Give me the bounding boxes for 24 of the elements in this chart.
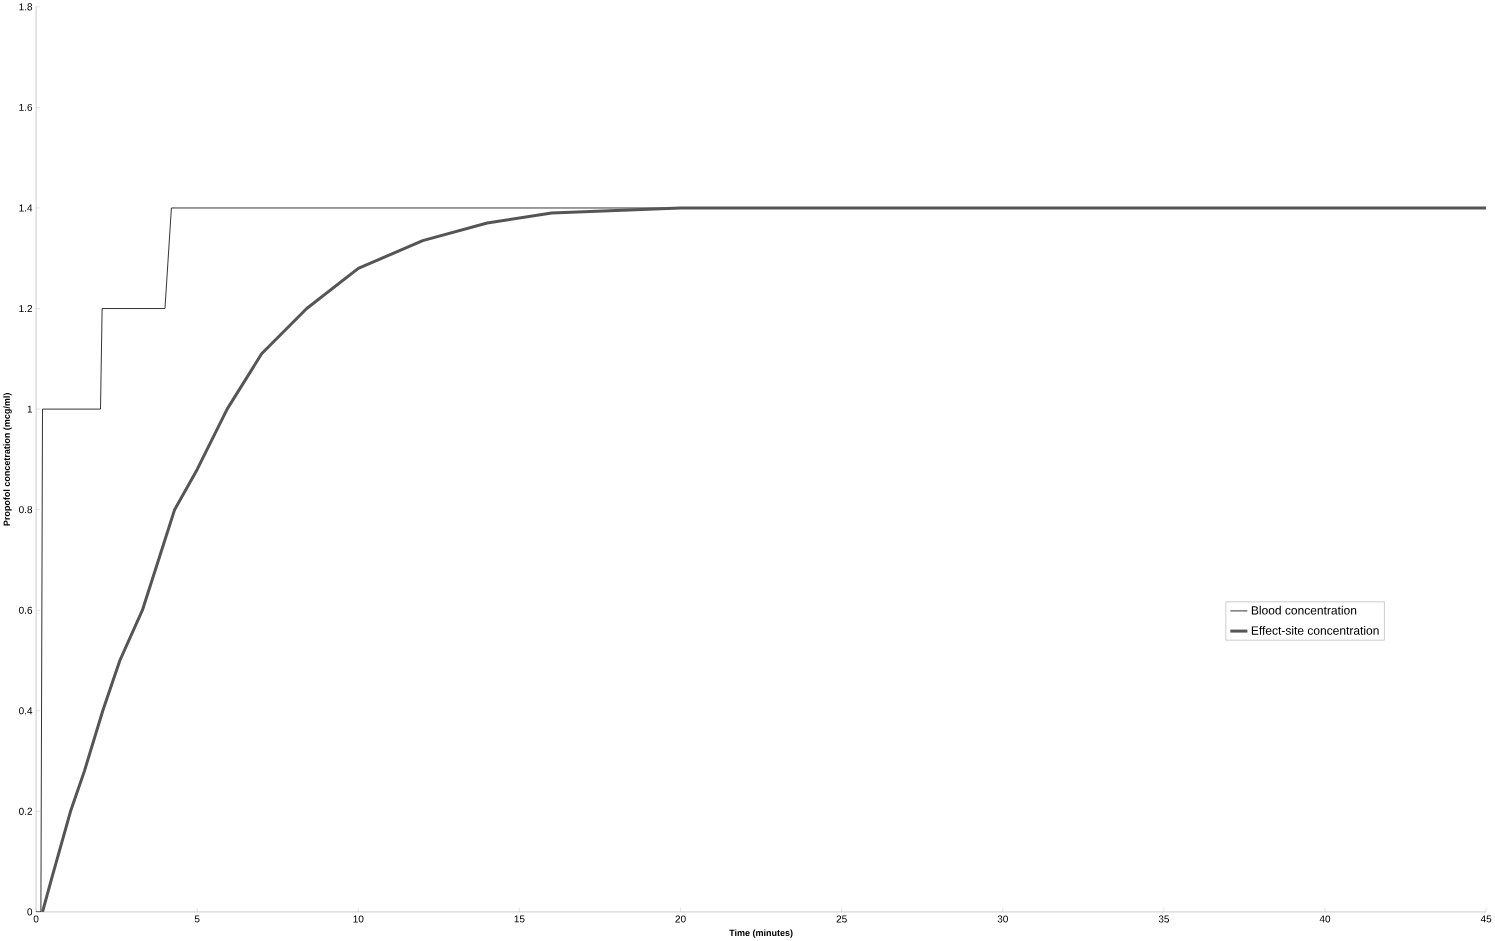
y-tick-label: 1 (27, 405, 33, 413)
y-tick-label: 1.6 (19, 103, 33, 111)
x-tick-label: 0 (33, 915, 39, 923)
x-tick-label: 35 (1158, 915, 1170, 923)
y-tick-label: 0.6 (19, 606, 33, 614)
y-tick-label: 0.8 (19, 506, 33, 514)
y-tick-label: 0 (27, 908, 33, 916)
y-tick-label: 0.4 (19, 707, 33, 715)
y-tick-label: 1.2 (19, 305, 33, 312)
y-axis-title: Propofol concetration (mcg/ml) (3, 393, 12, 526)
y-tick-label: 1.4 (19, 204, 33, 212)
legend-label: Effect-site concentration (1251, 625, 1379, 635)
x-tick-label: 30 (997, 915, 1008, 923)
x-tick-label: 5 (194, 915, 200, 923)
x-axis-title: Time (minutes) (729, 929, 793, 938)
x-tick-label: 15 (514, 915, 525, 923)
y-tick-label: 1.8 (19, 3, 33, 11)
x-tick-label: 25 (836, 915, 847, 923)
x-tick-label: 10 (353, 915, 364, 923)
x-tick-label: 20 (675, 915, 686, 923)
x-tick-label: 40 (1319, 915, 1331, 923)
legend-label: Blood concentration (1251, 605, 1357, 615)
x-tick-label: 45 (1480, 915, 1492, 923)
y-tick-label: 0.2 (19, 807, 33, 815)
